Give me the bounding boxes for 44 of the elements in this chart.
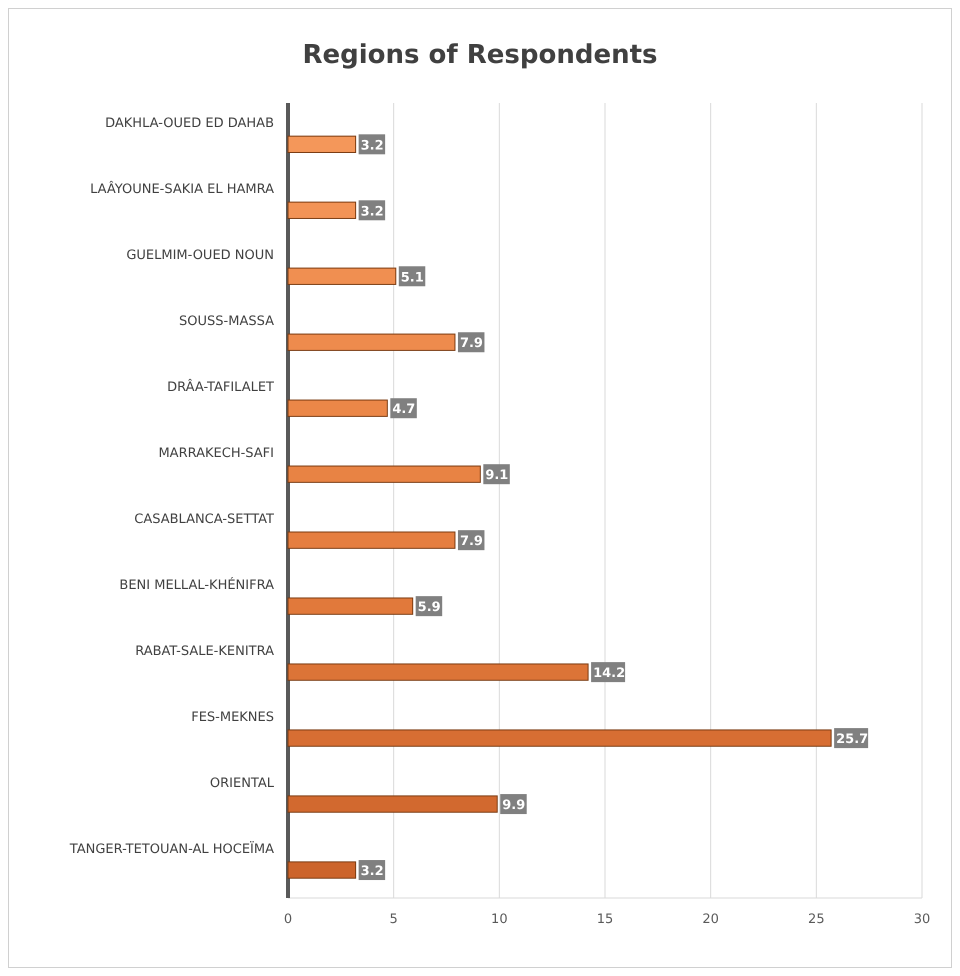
data-label: 3.2 [360, 204, 384, 220]
y-tick-label: BENI MELLAL-KHÉNIFRA [119, 576, 274, 594]
bar [288, 466, 481, 483]
bar [288, 202, 356, 219]
chart-title: Regions of Respondents [302, 40, 658, 70]
x-tick-label: 10 [491, 912, 508, 927]
data-label: 25.7 [836, 732, 868, 748]
y-tick-label: DAKHLA-OUED ED DAHAB [105, 116, 274, 132]
y-tick-label: ORIENTAL [210, 776, 275, 791]
x-tick-label: 20 [702, 912, 719, 927]
bar [288, 136, 356, 153]
bar [288, 532, 456, 549]
y-tick-label: FES-MEKNES [191, 710, 274, 726]
x-tick-label: 30 [914, 912, 930, 927]
bar [288, 268, 396, 285]
y-tick-label: MARRAKECH-SAFI [158, 446, 274, 462]
y-tick-label: SOUSS-MASSA [179, 314, 274, 330]
data-label: 5.9 [418, 600, 441, 616]
data-label: 9.1 [485, 468, 508, 484]
y-tick-label: GUELMIM-OUED NOUN [126, 248, 274, 264]
y-tick-label: LAÂYOUNE-SAKIA EL HAMRA [90, 180, 274, 198]
data-label: 3.2 [360, 138, 384, 154]
data-label: 7.9 [460, 336, 483, 352]
x-tick-label: 15 [596, 912, 614, 927]
data-label: 5.1 [400, 270, 424, 286]
x-tick-label: 5 [390, 912, 398, 927]
data-label: 4.7 [392, 402, 416, 418]
bar [288, 663, 589, 681]
y-tick-label: CASABLANCA-SETTAT [134, 512, 274, 528]
bar [288, 729, 832, 747]
bar [288, 861, 356, 879]
bar [288, 400, 388, 417]
data-label: 7.9 [460, 534, 483, 550]
bar [288, 795, 498, 813]
y-tick-label: RABAT-SALE-KENITRA [135, 644, 274, 660]
x-tick-label: 25 [808, 912, 825, 927]
y-tick-label: DRÂA-TAFILALET [167, 378, 274, 396]
y-tick-label: TANGER-TETOUAN-AL HOCEÏMA [68, 840, 274, 857]
bar [288, 334, 456, 351]
bar [288, 597, 414, 615]
data-label: 3.2 [360, 864, 384, 880]
data-label: 9.9 [502, 798, 526, 814]
x-tick-label: 0 [284, 912, 292, 927]
data-label: 14.2 [593, 666, 626, 682]
